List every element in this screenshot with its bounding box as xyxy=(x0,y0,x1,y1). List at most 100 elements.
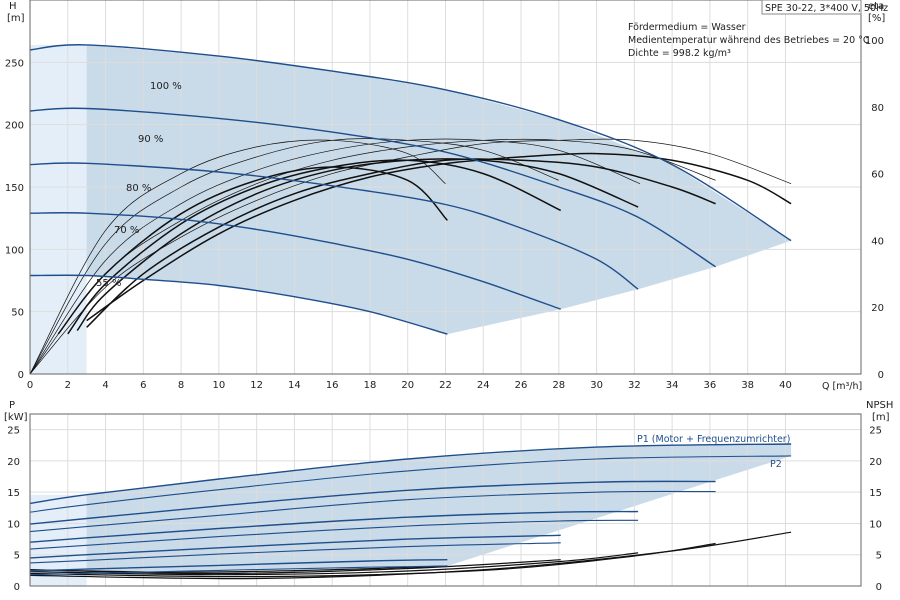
x-tick-label: 4 xyxy=(102,380,108,391)
npsh-curve xyxy=(30,552,639,576)
npsh-tick-label: 0 xyxy=(876,582,882,593)
p-unit-top: P xyxy=(9,400,15,411)
efficiency-curve-thin xyxy=(30,138,792,374)
p-tick-label: 5 xyxy=(14,551,20,562)
y-left-unit-top: H xyxy=(9,1,17,12)
y-right-unit-top: eta xyxy=(868,1,884,12)
npsh-unit-bottom: [m] xyxy=(872,412,890,423)
y-left-tick-label: 0 xyxy=(18,370,24,381)
p-tick-label: 0 xyxy=(14,582,20,593)
x-tick-label: 22 xyxy=(439,380,452,391)
p1-series-label: P1 (Motor + Frequenzumrichter) xyxy=(637,434,790,445)
efficiency-curve-thin xyxy=(30,138,559,374)
y-left-tick-label: 250 xyxy=(5,58,24,69)
p-tick-label: 25 xyxy=(7,426,20,437)
head-curves xyxy=(30,44,792,335)
p1-curve xyxy=(30,480,716,525)
p-tick-label: 20 xyxy=(7,457,20,468)
head-curve xyxy=(30,212,561,310)
p1-curve xyxy=(30,510,639,543)
npsh-tick-label: 20 xyxy=(869,457,882,468)
note-temperature: Medientemperatur während des Betriebes =… xyxy=(628,35,870,46)
x-tick-label: 38 xyxy=(741,380,754,391)
y-left-tick-label: 50 xyxy=(11,308,24,319)
power-operating-range xyxy=(30,444,792,575)
p-unit-bottom: [kW] xyxy=(4,412,28,423)
npsh-tick-label: 25 xyxy=(869,426,882,437)
x-tick-label: 16 xyxy=(326,380,339,391)
speed-label-55: 55 % xyxy=(96,278,121,289)
p1-curve xyxy=(30,534,561,559)
speed-label-70: 70 % xyxy=(114,225,139,236)
npsh-curve xyxy=(30,531,792,580)
x-tick-label: 32 xyxy=(628,380,641,391)
p1-curve xyxy=(30,443,792,505)
x-tick-label: 24 xyxy=(477,380,490,391)
efficiency-curve-thin xyxy=(30,139,446,374)
npsh-unit-top: NPSH xyxy=(866,400,893,411)
y-right-tick-label: 40 xyxy=(871,236,884,247)
top-plot-frame xyxy=(29,0,862,375)
y-left-tick-label: 100 xyxy=(5,245,24,256)
p1-curve xyxy=(30,559,448,572)
x-tick-label: 6 xyxy=(140,380,146,391)
y-right-tick-label: 100 xyxy=(865,36,884,47)
p-tick-label: 10 xyxy=(7,519,20,530)
x-tick-label: 12 xyxy=(250,380,263,391)
x-tick-label: 30 xyxy=(590,380,603,391)
p2-curve xyxy=(30,542,561,564)
power-curves xyxy=(30,443,792,576)
note-medium: Fördermedium = Wasser xyxy=(628,22,746,33)
efficiency-curve xyxy=(57,166,448,335)
header-box xyxy=(761,0,862,15)
efficiency-curve xyxy=(86,158,716,328)
efficiency-curve xyxy=(86,152,792,322)
x-tick-label: 28 xyxy=(552,380,565,391)
y-left-tick-label: 150 xyxy=(5,183,24,194)
head-curve xyxy=(30,107,716,268)
y-right-unit-bottom: [%] xyxy=(868,13,885,24)
npsh-tick-label: 5 xyxy=(876,551,882,562)
y-right-tick-label: 0 xyxy=(878,370,884,381)
y-right-tick-label: 60 xyxy=(871,170,884,181)
header-box-text: SPE 30-22, 3*400 V, 50Hz xyxy=(765,3,888,14)
x-tick-label: 36 xyxy=(704,380,717,391)
speed-label-80: 80 % xyxy=(126,183,151,194)
speed-label-90: 90 % xyxy=(138,134,163,145)
y-right-tick-label: 20 xyxy=(871,303,884,314)
npsh-tick-label: 10 xyxy=(869,519,882,530)
x-tick-label: 2 xyxy=(65,380,71,391)
p2-series-label: P2 xyxy=(770,459,782,470)
x-tick-label: 26 xyxy=(515,380,528,391)
x-tick-label: 0 xyxy=(27,380,33,391)
speed-label-100: 100 % xyxy=(150,81,182,92)
x-axis-label: Q [m³/h] xyxy=(822,381,862,392)
y-right-tick-label: 80 xyxy=(871,103,884,114)
efficiency-curves xyxy=(30,138,792,374)
efficiency-curve xyxy=(76,158,639,332)
bottom-plot-frame xyxy=(29,413,862,587)
p2-curve xyxy=(30,455,792,513)
x-tick-label: 18 xyxy=(364,380,377,391)
low-flow-zone xyxy=(30,44,87,374)
head-curve xyxy=(30,274,448,335)
x-tick-label: 10 xyxy=(212,380,225,391)
x-tick-label: 8 xyxy=(178,380,184,391)
npsh-curves xyxy=(30,531,792,580)
efficiency-curve xyxy=(67,159,562,335)
bottom-panel: 0 0 5 5 10 10 15 15 20 20 25 25 P [kW] NPSH [m] P1 … xyxy=(4,400,893,593)
power-range-band xyxy=(30,444,792,586)
operating-range-band xyxy=(30,44,792,374)
note-density: Dichte = 998.2 kg/m³ xyxy=(628,48,731,59)
x-tick-label: 14 xyxy=(288,380,301,391)
x-tick-label: 20 xyxy=(401,380,414,391)
head-curve xyxy=(30,44,792,242)
top-panel: 0 2 4 6 8 10 12 14 16 18 20 22 24 26 28 30 32 34 36 38 40050… xyxy=(5,0,888,392)
x-tick-label: 34 xyxy=(666,380,679,391)
p-tick-label: 15 xyxy=(7,488,20,499)
efficiency-curve-thin xyxy=(30,138,641,374)
x-tick-label: 40 xyxy=(779,380,792,391)
p2-curve xyxy=(30,565,448,576)
npsh-curve xyxy=(30,559,561,575)
